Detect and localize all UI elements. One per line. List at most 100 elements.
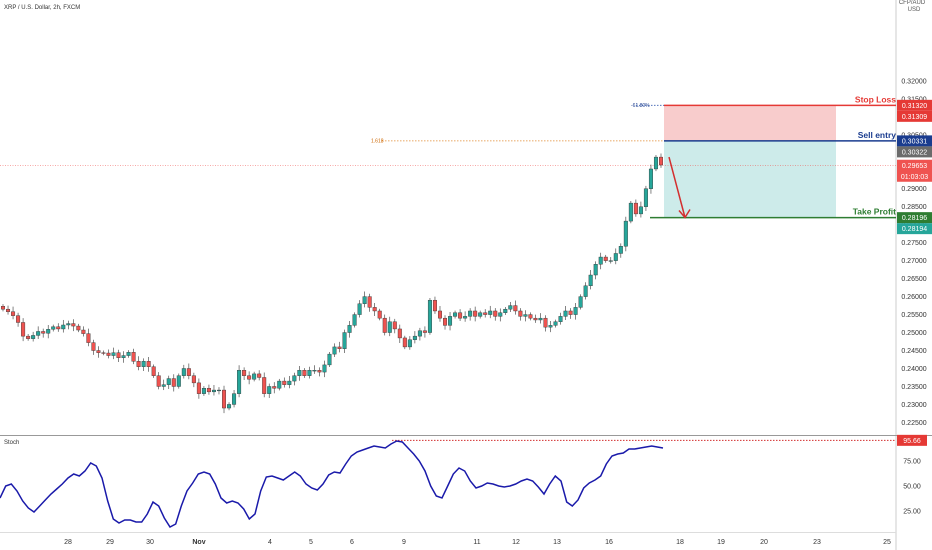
time-tick-label: 20 [760,539,768,546]
candle [347,321,352,338]
sell-entry-title: Sell entry [858,130,897,140]
candle [598,252,603,270]
candle [342,329,347,354]
candle [538,313,543,324]
candle [41,328,46,338]
candle [91,339,96,355]
candle [292,372,297,386]
fib-stop-label: -61.80% [631,103,650,109]
candle [141,358,146,372]
candle [151,364,156,378]
take-profit-secondary-box [897,223,932,235]
candle [412,331,417,344]
stop-loss-title: Stop Loss [855,94,896,104]
candle [453,310,458,319]
candle [523,310,528,322]
candle [26,333,31,341]
currency-top: CFP/AUD [899,0,926,6]
candle [628,200,633,224]
candle [272,382,277,394]
candle [176,373,181,389]
bar-countdown: 01:03:03 [901,174,928,181]
candle [357,300,362,318]
candle [558,312,563,325]
stoch-tick-label: 25.00 [903,509,921,516]
candle [377,308,382,321]
candle [201,386,206,396]
price-tick-label: 0.24000 [901,366,926,373]
candle [166,375,171,389]
candle [402,335,407,350]
stoch-value-box [897,434,927,446]
candle [548,321,553,333]
candle [493,308,498,321]
candle [478,310,483,319]
candle [242,367,247,380]
candle [633,199,638,217]
candle [387,316,392,337]
candle [56,323,61,332]
candle [36,326,41,340]
candle [21,318,26,342]
time-tick-label: 9 [402,539,406,546]
candle [171,374,176,392]
candle [106,349,111,359]
candle [543,315,548,332]
candle [282,377,287,388]
time-axis-ticks[interactable]: 28 29 30 Nov 4 5 6 9 11 12 13 16 18 19 20 23 25 [64,539,891,546]
sell-entry-secondary-box [897,146,932,158]
candle [101,350,106,356]
candle [608,257,613,264]
candle [573,303,578,320]
candle [372,303,377,317]
time-tick-label: Nov [192,539,205,546]
projection-arrowhead [678,209,691,219]
candle [422,326,427,338]
stop-loss-secondary-box [897,110,932,122]
price-tick-label: 0.26500 [901,276,926,283]
price-axis-ticks[interactable]: 0.320000.315000.310000.305000.300000.295… [901,78,926,427]
candle [111,347,116,360]
candle [131,348,136,365]
candle [533,314,538,323]
candle [227,402,232,411]
candle [31,331,36,342]
take-profit-title: Take Profit [853,207,896,217]
candle [362,291,367,308]
candle [126,350,131,358]
candle [613,248,618,265]
candle [247,371,252,385]
candle [578,294,583,310]
fib-entry-label: 1.618 [371,138,384,144]
time-tick-label: 12 [512,539,520,546]
candle [6,305,11,315]
candle [653,154,658,172]
candle [498,308,503,322]
time-tick-label: 5 [309,539,313,546]
candle [648,164,653,194]
symbol-title: XRP / U.S. Dollar, 2h, FXCM [4,5,80,11]
candle [287,376,292,389]
take-profit-price: 0.28196 [902,215,927,222]
candle [659,153,664,168]
candle [327,351,332,368]
candle [71,319,76,332]
candle [46,324,51,339]
candle [156,372,161,390]
candle [583,282,588,300]
candle [473,306,478,322]
candle [76,323,81,333]
currency-label: USD [908,7,921,13]
stoch-tick-label: 75.00 [903,459,921,466]
price-tick-label: 0.25500 [901,312,926,319]
candle [216,387,221,395]
candle [417,327,422,341]
candle [638,201,643,218]
candle [508,301,513,313]
candle [407,336,412,350]
candle [237,365,242,398]
candle [427,298,432,335]
time-tick-label: 18 [676,539,684,546]
projection-shaft [668,156,686,218]
